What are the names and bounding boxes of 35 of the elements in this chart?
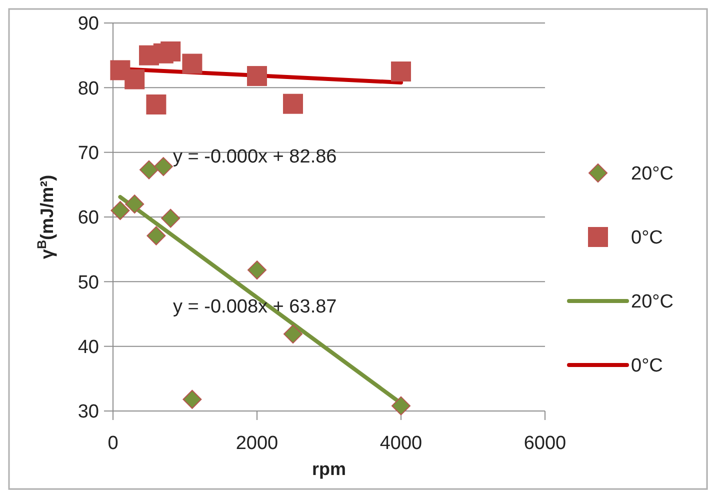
legend-label: 20°C (631, 292, 674, 313)
point (284, 324, 302, 344)
point (154, 157, 173, 176)
x-tick-label: 0 (108, 433, 118, 454)
point (146, 94, 166, 114)
annotation: y = -0.008x + 63.87 (173, 296, 337, 318)
point (392, 396, 410, 416)
point (182, 390, 202, 409)
legend-label: 0°C (631, 228, 663, 249)
point (140, 160, 158, 180)
y-tick-label: 70 (78, 142, 99, 164)
y-tick-label: 40 (78, 336, 99, 358)
y-tick-label: 80 (78, 78, 99, 100)
point (161, 208, 180, 228)
x-tick-label: 2000 (236, 433, 278, 454)
point (124, 69, 145, 90)
point (182, 54, 202, 74)
y-tick-label: 30 (78, 402, 99, 423)
x-axis-title: rpm (312, 459, 346, 479)
x-tick-label: 6000 (524, 433, 566, 454)
point (160, 41, 181, 62)
point (247, 66, 267, 86)
y-tick-label: 50 (78, 272, 99, 294)
point (283, 94, 303, 114)
y-tick-label: 90 (78, 14, 99, 35)
legend-label: 20°C (631, 164, 674, 185)
point (391, 62, 411, 82)
y-tick-label: 60 (78, 208, 99, 229)
annotation: y = -0.000x + 82.86 (173, 146, 337, 168)
point (110, 201, 130, 220)
point (146, 226, 166, 246)
point (125, 194, 144, 214)
point (248, 260, 266, 280)
x-tick-label: 4000 (380, 433, 422, 454)
legend-label: 0°C (631, 356, 663, 377)
